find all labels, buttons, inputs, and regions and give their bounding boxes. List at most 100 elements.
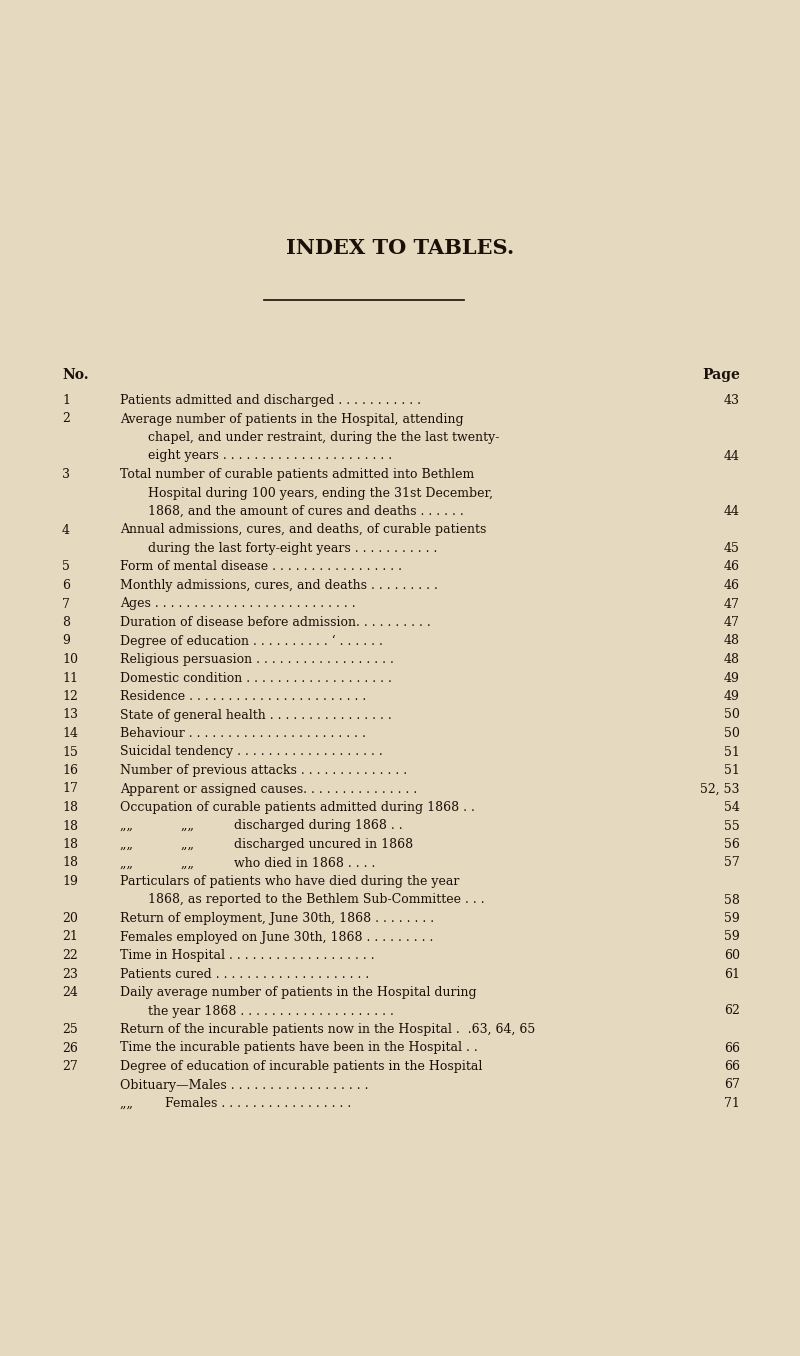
Text: 48: 48 <box>724 635 740 648</box>
Text: 43: 43 <box>724 395 740 407</box>
Text: 54: 54 <box>724 801 740 814</box>
Text: Particulars of patients who have died during the year: Particulars of patients who have died du… <box>120 875 459 888</box>
Text: Residence . . . . . . . . . . . . . . . . . . . . . . .: Residence . . . . . . . . . . . . . . . … <box>120 690 366 702</box>
Text: 15: 15 <box>62 746 78 758</box>
Text: 44: 44 <box>724 449 740 462</box>
Text: Return of the incurable patients now in the Hospital .  .63, 64, 65: Return of the incurable patients now in … <box>120 1022 535 1036</box>
Text: Degree of education . . . . . . . . . . ‘ . . . . . .: Degree of education . . . . . . . . . . … <box>120 635 383 648</box>
Text: „„            „„          discharged uncured in 1868: „„ „„ discharged uncured in 1868 <box>120 838 413 852</box>
Text: Duration of disease before admission. . . . . . . . . .: Duration of disease before admission. . … <box>120 616 430 629</box>
Text: 1: 1 <box>62 395 70 407</box>
Text: „„            „„          who died in 1868 . . . .: „„ „„ who died in 1868 . . . . <box>120 857 375 869</box>
Text: 46: 46 <box>724 579 740 593</box>
Text: 55: 55 <box>724 819 740 833</box>
Text: 59: 59 <box>724 930 740 944</box>
Text: Occupation of curable patients admitted during 1868 . .: Occupation of curable patients admitted … <box>120 801 475 814</box>
Text: 1868, and the amount of cures and deaths . . . . . .: 1868, and the amount of cures and deaths… <box>148 504 464 518</box>
Text: 57: 57 <box>724 857 740 869</box>
Text: 45: 45 <box>724 542 740 555</box>
Text: the year 1868 . . . . . . . . . . . . . . . . . . . .: the year 1868 . . . . . . . . . . . . . … <box>148 1005 394 1017</box>
Text: 47: 47 <box>724 598 740 610</box>
Text: 2: 2 <box>62 412 70 426</box>
Text: 17: 17 <box>62 782 78 796</box>
Text: Return of employment, June 30th, 1868 . . . . . . . .: Return of employment, June 30th, 1868 . … <box>120 913 434 925</box>
Text: 51: 51 <box>724 746 740 758</box>
Text: Average number of patients in the Hospital, attending: Average number of patients in the Hospit… <box>120 412 464 426</box>
Text: Females employed on June 30th, 1868 . . . . . . . . .: Females employed on June 30th, 1868 . . … <box>120 930 434 944</box>
Text: 19: 19 <box>62 875 78 888</box>
Text: 13: 13 <box>62 708 78 721</box>
Text: 1868, as reported to the Bethlem Sub-Committee . . .: 1868, as reported to the Bethlem Sub-Com… <box>148 894 485 907</box>
Text: 24: 24 <box>62 986 78 999</box>
Text: 12: 12 <box>62 690 78 702</box>
Text: „„        Females . . . . . . . . . . . . . . . . .: „„ Females . . . . . . . . . . . . . . .… <box>120 1097 351 1111</box>
Text: 66: 66 <box>724 1041 740 1055</box>
Text: 6: 6 <box>62 579 70 593</box>
Text: 71: 71 <box>724 1097 740 1111</box>
Text: 16: 16 <box>62 763 78 777</box>
Text: Apparent or assigned causes. . . . . . . . . . . . . . .: Apparent or assigned causes. . . . . . .… <box>120 782 418 796</box>
Text: Religious persuasion . . . . . . . . . . . . . . . . . .: Religious persuasion . . . . . . . . . .… <box>120 654 394 666</box>
Text: 61: 61 <box>724 967 740 980</box>
Text: 62: 62 <box>724 1005 740 1017</box>
Text: 48: 48 <box>724 654 740 666</box>
Text: 23: 23 <box>62 967 78 980</box>
Text: 5: 5 <box>62 560 70 574</box>
Text: 26: 26 <box>62 1041 78 1055</box>
Text: 56: 56 <box>724 838 740 852</box>
Text: 58: 58 <box>724 894 740 907</box>
Text: INDEX TO TABLES.: INDEX TO TABLES. <box>286 239 514 258</box>
Text: 14: 14 <box>62 727 78 740</box>
Text: 18: 18 <box>62 838 78 852</box>
Text: chapel, and under restraint, during the the last twenty-: chapel, and under restraint, during the … <box>148 431 499 443</box>
Text: 47: 47 <box>724 616 740 629</box>
Text: Number of previous attacks . . . . . . . . . . . . . .: Number of previous attacks . . . . . . .… <box>120 763 407 777</box>
Text: Domestic condition . . . . . . . . . . . . . . . . . . .: Domestic condition . . . . . . . . . . .… <box>120 671 392 685</box>
Text: Time in Hospital . . . . . . . . . . . . . . . . . . .: Time in Hospital . . . . . . . . . . . .… <box>120 949 374 961</box>
Text: Daily average number of patients in the Hospital during: Daily average number of patients in the … <box>120 986 477 999</box>
Text: eight years . . . . . . . . . . . . . . . . . . . . . .: eight years . . . . . . . . . . . . . . … <box>148 449 392 462</box>
Text: 59: 59 <box>724 913 740 925</box>
Text: Monthly admissions, cures, and deaths . . . . . . . . .: Monthly admissions, cures, and deaths . … <box>120 579 438 593</box>
Text: 46: 46 <box>724 560 740 574</box>
Text: No.: No. <box>62 367 89 382</box>
Text: Time the incurable patients have been in the Hospital . .: Time the incurable patients have been in… <box>120 1041 478 1055</box>
Text: 3: 3 <box>62 468 70 481</box>
Text: 49: 49 <box>724 690 740 702</box>
Text: 66: 66 <box>724 1060 740 1073</box>
Text: 8: 8 <box>62 616 70 629</box>
Text: 25: 25 <box>62 1022 78 1036</box>
Text: 49: 49 <box>724 671 740 685</box>
Text: Obituary—Males . . . . . . . . . . . . . . . . . .: Obituary—Males . . . . . . . . . . . . .… <box>120 1078 369 1092</box>
Text: Patients cured . . . . . . . . . . . . . . . . . . . .: Patients cured . . . . . . . . . . . . .… <box>120 967 370 980</box>
Text: 10: 10 <box>62 654 78 666</box>
Text: 50: 50 <box>724 727 740 740</box>
Text: 67: 67 <box>724 1078 740 1092</box>
Text: 7: 7 <box>62 598 70 610</box>
Text: „„            „„          discharged during 1868 . .: „„ „„ discharged during 1868 . . <box>120 819 402 833</box>
Text: 52, 53: 52, 53 <box>701 782 740 796</box>
Text: Patients admitted and discharged . . . . . . . . . . .: Patients admitted and discharged . . . .… <box>120 395 421 407</box>
Text: 50: 50 <box>724 708 740 721</box>
Text: 51: 51 <box>724 763 740 777</box>
Text: 60: 60 <box>724 949 740 961</box>
Text: Degree of education of incurable patients in the Hospital: Degree of education of incurable patient… <box>120 1060 482 1073</box>
Text: 18: 18 <box>62 819 78 833</box>
Text: Hospital during 100 years, ending the 31st December,: Hospital during 100 years, ending the 31… <box>148 487 493 499</box>
Text: State of general health . . . . . . . . . . . . . . . .: State of general health . . . . . . . . … <box>120 708 392 721</box>
Text: Page: Page <box>702 367 740 382</box>
Text: Total number of curable patients admitted into Bethlem: Total number of curable patients admitte… <box>120 468 474 481</box>
Text: Suicidal tendency . . . . . . . . . . . . . . . . . . .: Suicidal tendency . . . . . . . . . . . … <box>120 746 382 758</box>
Text: 44: 44 <box>724 504 740 518</box>
Text: 11: 11 <box>62 671 78 685</box>
Text: 18: 18 <box>62 801 78 814</box>
Text: 9: 9 <box>62 635 70 648</box>
Text: during the last forty-eight years . . . . . . . . . . .: during the last forty-eight years . . . … <box>148 542 438 555</box>
Text: Ages . . . . . . . . . . . . . . . . . . . . . . . . . .: Ages . . . . . . . . . . . . . . . . . .… <box>120 598 356 610</box>
Text: 22: 22 <box>62 949 78 961</box>
Text: 18: 18 <box>62 857 78 869</box>
Text: 21: 21 <box>62 930 78 944</box>
Text: Form of mental disease . . . . . . . . . . . . . . . . .: Form of mental disease . . . . . . . . .… <box>120 560 402 574</box>
Text: Annual admissions, cures, and deaths, of curable patients: Annual admissions, cures, and deaths, of… <box>120 523 486 537</box>
Text: 4: 4 <box>62 523 70 537</box>
